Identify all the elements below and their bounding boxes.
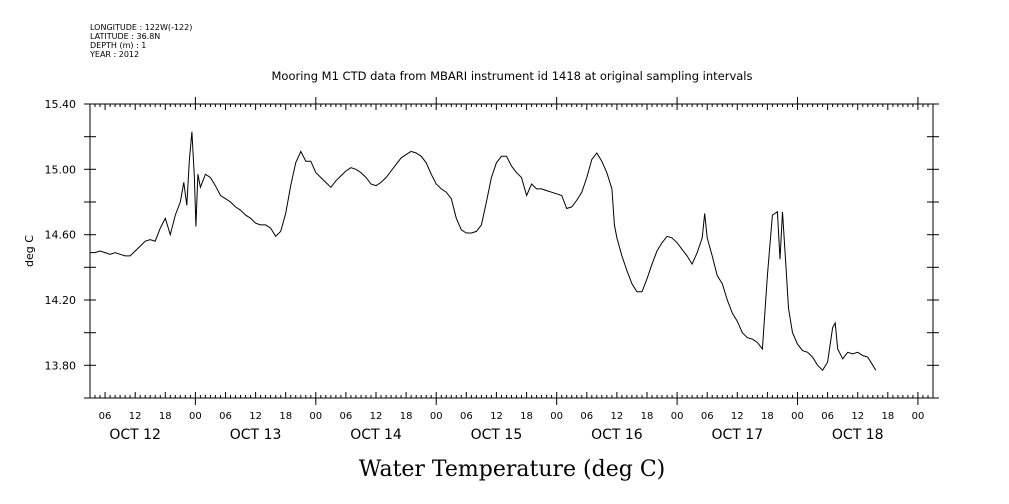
y-axis-label: deg C [23,235,36,267]
x-hour-label: 18 [641,411,654,422]
x-hour-label: 06 [99,411,112,422]
x-day-label: OCT 16 [591,427,643,443]
x-hour-label: 18 [881,411,894,422]
x-hour-label: 06 [460,411,473,422]
x-day-label: OCT 12 [109,427,161,443]
meta-depth: DEPTH (m) : 1 [90,41,146,50]
x-hour-label: 00 [791,411,804,422]
x-hour-label: 12 [611,411,624,422]
y-tick-label: 15.00 [45,163,77,176]
y-tick-label: 14.20 [45,294,77,307]
x-hour-label: 18 [400,411,413,422]
x-hour-label: 00 [550,411,563,422]
meta-latitude: LATITUDE : 36.8N [90,32,160,41]
x-hour-label: 18 [761,411,774,422]
x-hour-label: 12 [851,411,864,422]
x-hour-label: 12 [731,411,744,422]
x-hour-label: 06 [340,411,353,422]
x-day-label: OCT 18 [832,427,884,443]
x-hour-label: 00 [189,411,202,422]
x-hour-label: 00 [912,411,925,422]
x-day-label: OCT 17 [711,427,763,443]
x-hour-label: 00 [671,411,684,422]
x-axis-label: Water Temperature (deg C) [359,457,666,482]
x-hour-label: 12 [490,411,503,422]
x-hour-label: 12 [370,411,383,422]
x-hour-label: 18 [279,411,292,422]
x-day-label: OCT 13 [230,427,282,443]
x-hour-label: 18 [520,411,533,422]
x-hour-label: 06 [701,411,714,422]
y-tick-label: 14.60 [45,229,77,242]
meta-longitude: LONGITUDE : 122W(-122) [90,23,192,32]
axes: 13.80 14.20 14.60 15.00 15.40 06 12 18 00 06 12 18 0… [45,97,939,443]
x-hour-label: 00 [430,411,443,422]
y-tick-label: 13.80 [45,359,77,372]
x-hour-label: 18 [159,411,172,422]
x-hour-label: 00 [309,411,322,422]
temperature-series-line [90,131,877,371]
x-hour-label: 06 [580,411,593,422]
x-hour-label: 06 [219,411,232,422]
meta-year: YEAR : 2012 [89,50,139,59]
x-hour-label: 12 [129,411,142,422]
x-hour-label: 12 [249,411,262,422]
chart-title: Mooring M1 CTD data from MBARI instrumen… [272,69,753,83]
y-tick-label: 15.40 [45,98,77,111]
x-day-label: OCT 15 [471,427,523,443]
x-day-label: OCT 14 [350,427,402,443]
plot-frame [89,103,934,399]
x-hour-label: 06 [821,411,834,422]
